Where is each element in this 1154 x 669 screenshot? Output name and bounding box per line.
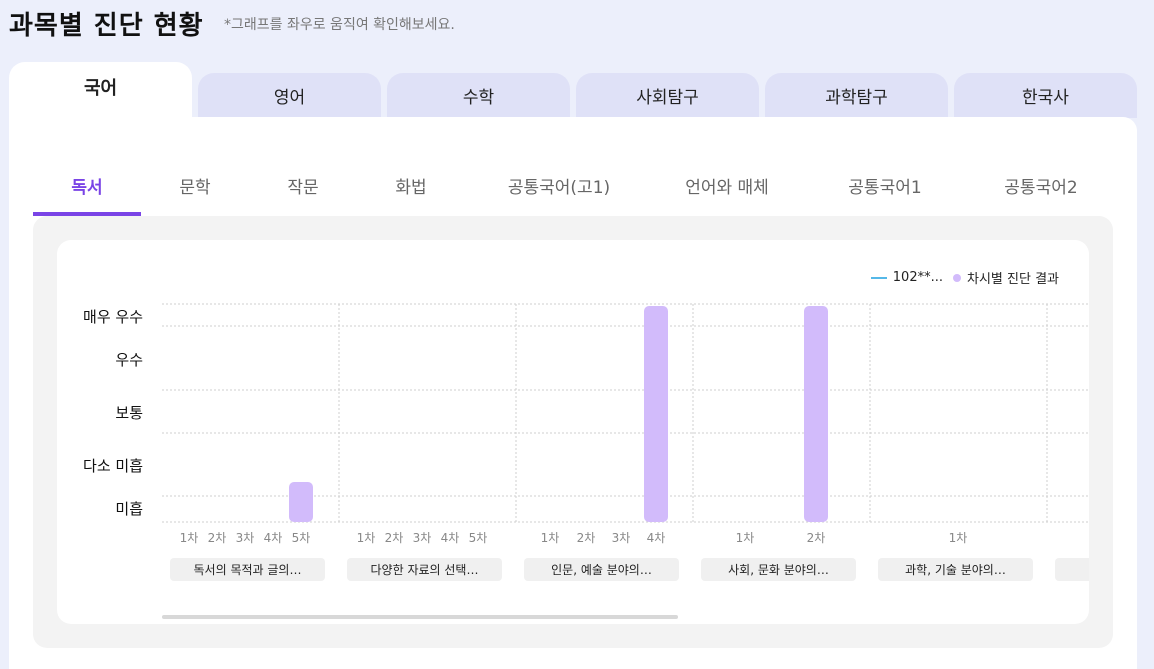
round-tick-label: 3차 <box>612 531 631 545</box>
category-label-box <box>347 558 502 581</box>
legend-bar-label: 차시별 진단 결과 <box>967 272 1059 287</box>
sub-tab-literature[interactable]: 문학 <box>179 178 211 198</box>
tab-science[interactable]: 과학탐구 <box>765 73 948 118</box>
sub-tab-language-media[interactable]: 언어와 매체 <box>685 178 769 198</box>
category-label-box <box>170 558 325 581</box>
category-label-box <box>878 558 1033 581</box>
round-tick-label: 1차 <box>180 531 199 545</box>
category-label-box <box>1055 558 1089 581</box>
sub-tab-speech[interactable]: 화법 <box>395 178 427 198</box>
category-label-box <box>701 558 856 581</box>
legend-bar-marker <box>953 273 961 282</box>
round-tick-label: 1차 <box>736 531 755 545</box>
category-label: 독서의 목적과 글의… <box>194 563 302 577</box>
round-tick-label: 4차 <box>264 531 283 545</box>
content-panel: 독서 문학 작문 화법 공통국어(고1) 언어와 매체 공통국어1 공통국어2 102**..… <box>9 117 1137 669</box>
subject-tabs: 국어 영어 수학 사회탐구 과학탐구 한국사 <box>9 62 1137 118</box>
round-tick-label: 4차 <box>441 531 460 545</box>
round-tick-label: 5차 <box>292 531 311 545</box>
round-tick-label: 1차 <box>949 531 968 545</box>
tab-math[interactable]: 수학 <box>387 73 570 118</box>
category-label: 과학, 기술 분야의… <box>905 563 1006 577</box>
chart-area: 102**... 차시별 진단 결과 미흡 다소 미흡 보통 우수 매우 우수 1차 2차 3… <box>33 216 1113 648</box>
category-label: 인문, 예술 분야의… <box>551 563 652 577</box>
chart-card[interactable]: 102**... 차시별 진단 결과 미흡 다소 미흡 보통 우수 매우 우수 1차 2차 3… <box>57 240 1089 624</box>
category-label-box <box>524 558 679 581</box>
data-bar <box>289 482 313 522</box>
y-axis-label: 우수 <box>115 351 143 369</box>
round-tick-label: 2차 <box>577 531 596 545</box>
data-bar <box>644 306 668 522</box>
legend-line-marker <box>870 276 887 279</box>
tab-korean[interactable]: 국어 <box>9 62 192 118</box>
sub-tab-writing[interactable]: 작문 <box>287 178 319 198</box>
y-axis-label: 미흡 <box>115 500 143 518</box>
round-tick-label: 1차 <box>541 531 560 545</box>
sub-tab-common-korean-g1[interactable]: 공통국어(고1) <box>507 178 611 198</box>
round-tick-label: 3차 <box>236 531 255 545</box>
round-tick-label: 3차 <box>413 531 432 545</box>
y-axis-label: 보통 <box>115 404 143 422</box>
round-tick-label: 2차 <box>208 531 227 545</box>
round-tick-label: 1차 <box>357 531 376 545</box>
round-tick-label: 5차 <box>469 531 488 545</box>
page-hint: *그래프를 좌우로 움직여 확인해보세요. <box>224 17 455 33</box>
tab-social[interactable]: 사회탐구 <box>576 73 759 118</box>
y-axis-label: 매우 우수 <box>83 308 143 326</box>
legend-line-label: 102**... <box>892 270 943 285</box>
round-tick-label: 2차 <box>807 531 826 545</box>
sub-tabs: 독서 문학 작문 화법 공통국어(고1) 언어와 매체 공통국어1 공통국어2 <box>33 161 1113 216</box>
round-tick-label: 4차 <box>647 531 666 545</box>
page-title: 과목별 진단 현황 <box>9 11 204 41</box>
sub-tab-common-korean-2[interactable]: 공통국어2 <box>1004 178 1078 198</box>
y-axis-label: 다소 미흡 <box>83 457 143 475</box>
chart-legend: 102**... 차시별 진단 결과 <box>870 268 1059 287</box>
tab-history[interactable]: 한국사 <box>954 73 1137 118</box>
data-bar <box>804 306 828 522</box>
category-label: 사회, 문화 분야의… <box>728 563 829 577</box>
sub-tab-common-korean-1[interactable]: 공통국어1 <box>848 178 922 198</box>
sub-tab-reading[interactable]: 독서 <box>33 161 141 216</box>
round-tick-label: 2차 <box>385 531 404 545</box>
tab-english[interactable]: 영어 <box>198 73 381 118</box>
chart-scrollbar[interactable] <box>162 615 678 619</box>
category-label: 다양한 자료의 선택… <box>371 563 479 577</box>
